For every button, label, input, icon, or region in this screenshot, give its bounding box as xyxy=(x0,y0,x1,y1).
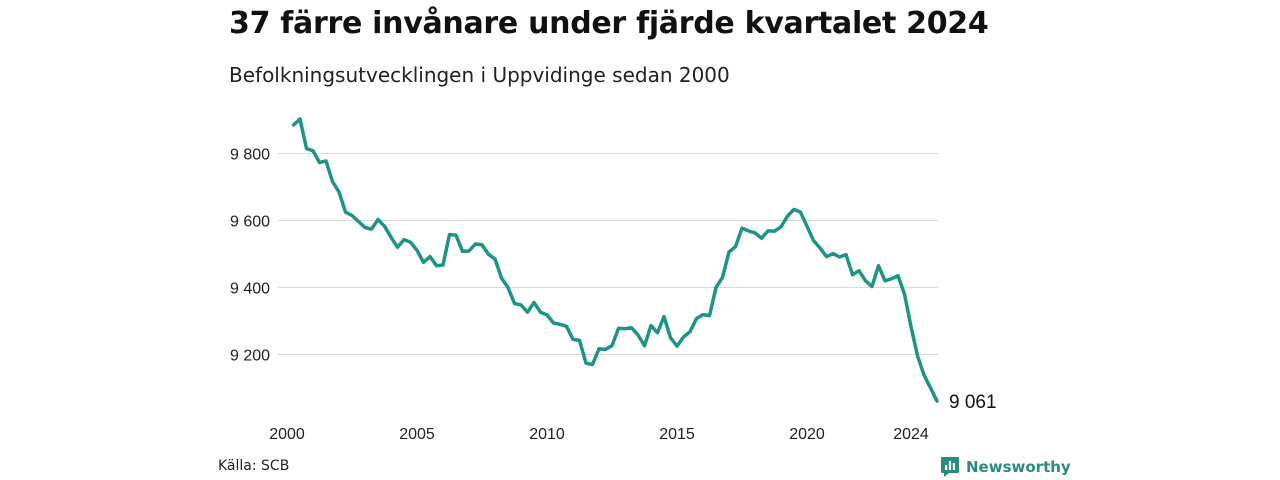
y-axis-labels: 9 200 9 400 9 600 9 800 xyxy=(230,146,270,364)
series-line-0 xyxy=(291,117,939,403)
end-value-label: 9 061 xyxy=(949,392,997,413)
grid-lines xyxy=(278,152,938,355)
x-tick-label: 2010 xyxy=(529,426,565,443)
chart-subtitle: Befolkningsutvecklingen i Uppvidinge sed… xyxy=(229,63,730,87)
x-tick-label: 2005 xyxy=(399,426,435,443)
x-tick-label: 2015 xyxy=(659,426,695,443)
series-population xyxy=(291,117,939,403)
x-tick-label: 2024 xyxy=(893,426,929,443)
y-tick-label: 9 400 xyxy=(230,280,270,297)
brand-logo[interactable]: Newsworthy xyxy=(940,456,1071,478)
end-value-labels: 9 061 xyxy=(949,392,997,413)
chart-title: 37 färre invånare under fjärde kvartalet… xyxy=(229,6,989,41)
y-tick-label: 9 800 xyxy=(230,146,270,163)
y-tick-label: 9 200 xyxy=(230,347,270,364)
x-tick-label: 2000 xyxy=(269,426,305,443)
brand-name: Newsworthy xyxy=(966,458,1071,476)
newsworthy-logo-icon xyxy=(941,457,959,477)
y-tick-label: 9 600 xyxy=(230,213,270,230)
x-axis-labels: 2000 2005 2010 2015 2020 2024 xyxy=(269,426,929,443)
x-tick-label: 2020 xyxy=(789,426,825,443)
source-note: Källa: SCB xyxy=(218,458,290,474)
